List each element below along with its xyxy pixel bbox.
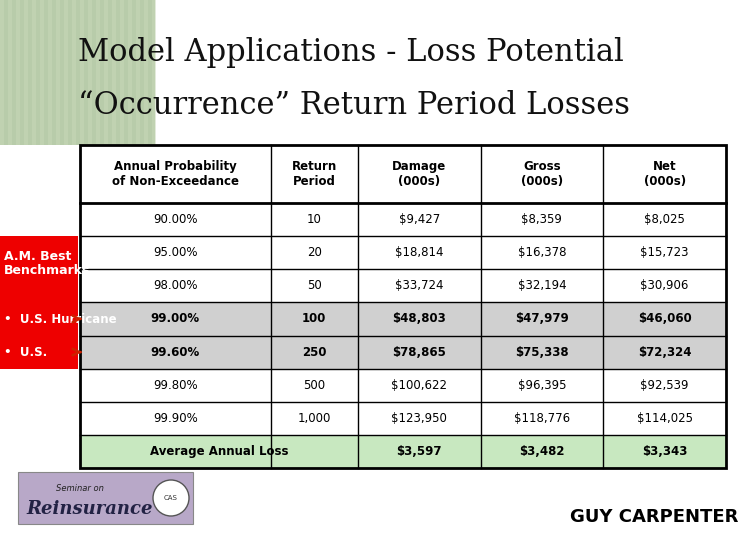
Text: 1,000: 1,000	[298, 412, 331, 425]
Text: 99.00%: 99.00%	[150, 313, 200, 326]
Bar	[80, 269, 726, 302]
Bar	[152, 0, 156, 145]
Text: Damage
(000s): Damage (000s)	[392, 160, 446, 188]
Bar	[0, 0, 4, 145]
Text: 50: 50	[307, 279, 321, 292]
Text: $3,597: $3,597	[396, 445, 442, 458]
Text: $8,359: $8,359	[522, 213, 562, 226]
Text: $118,776: $118,776	[514, 412, 570, 425]
Bar	[80, 435, 726, 468]
Bar	[56, 0, 60, 145]
Text: $15,723: $15,723	[640, 246, 689, 259]
Text: 95.00%: 95.00%	[153, 246, 197, 259]
Text: $3,343: $3,343	[642, 445, 687, 458]
Bar	[80, 369, 726, 402]
Text: $100,622: $100,622	[391, 379, 447, 392]
Bar	[32, 0, 36, 145]
Text: Gross
(000s): Gross (000s)	[521, 160, 563, 188]
Bar	[144, 0, 148, 145]
Text: 500: 500	[303, 379, 325, 392]
Text: 99.80%: 99.80%	[153, 379, 197, 392]
Bar	[0, 0, 155, 145]
Text: $18,814: $18,814	[395, 246, 444, 259]
Text: Seminar on: Seminar on	[56, 484, 104, 493]
Bar	[136, 0, 140, 145]
Text: 10: 10	[307, 213, 321, 226]
Bar	[24, 0, 28, 145]
Text: A.M. Best: A.M. Best	[4, 250, 71, 263]
Text: “Occurrence” Return Period Losses: “Occurrence” Return Period Losses	[78, 90, 630, 120]
Text: Average Annual Loss: Average Annual Loss	[150, 445, 288, 458]
Bar	[120, 0, 124, 145]
Text: Net
(000s): Net (000s)	[643, 160, 686, 188]
Text: $33,724: $33,724	[395, 279, 444, 292]
Text: 99.90%: 99.90%	[153, 412, 197, 425]
Text: $16,378: $16,378	[518, 246, 566, 259]
Bar	[80, 335, 726, 369]
Text: 20: 20	[307, 246, 321, 259]
Text: Return
Period: Return Period	[292, 160, 337, 188]
Text: $30,906: $30,906	[640, 279, 689, 292]
Bar	[72, 0, 76, 145]
Text: $48,803: $48,803	[392, 313, 446, 326]
Bar	[80, 302, 726, 335]
Text: Reinsurance: Reinsurance	[26, 500, 153, 518]
Bar	[48, 0, 52, 145]
Text: GUY CARPENTER: GUY CARPENTER	[569, 508, 738, 526]
Text: $92,539: $92,539	[640, 379, 689, 392]
Bar	[80, 145, 726, 203]
Text: 250: 250	[302, 346, 327, 359]
Circle shape	[153, 480, 189, 516]
Text: $114,025: $114,025	[637, 412, 692, 425]
Bar	[8, 0, 12, 145]
Bar	[64, 0, 68, 145]
Bar	[80, 0, 84, 145]
Text: $32,194: $32,194	[518, 279, 566, 292]
Text: •  U.S.: • U.S.	[4, 346, 47, 359]
Text: Benchmarks: Benchmarks	[4, 264, 91, 277]
Text: $96,395: $96,395	[518, 379, 566, 392]
Bar	[40, 0, 44, 145]
Text: $9,427: $9,427	[398, 213, 440, 226]
Text: 100: 100	[302, 313, 327, 326]
Text: $8,025: $8,025	[644, 213, 685, 226]
Bar	[80, 203, 726, 236]
Bar	[112, 0, 116, 145]
Text: $123,950: $123,950	[391, 412, 447, 425]
Text: Annual Probability
of Non-Exceedance: Annual Probability of Non-Exceedance	[112, 160, 239, 188]
Bar	[104, 0, 108, 145]
Text: $75,338: $75,338	[515, 346, 569, 359]
Text: 99.60%: 99.60%	[150, 346, 200, 359]
Bar	[80, 145, 726, 468]
Bar	[88, 0, 92, 145]
Bar	[0, 236, 78, 369]
Bar	[80, 402, 726, 435]
Text: CAS: CAS	[164, 495, 178, 501]
Bar	[128, 0, 132, 145]
Text: $46,060: $46,060	[638, 313, 692, 326]
Bar	[96, 0, 100, 145]
Bar	[18, 472, 193, 524]
Bar	[16, 0, 20, 145]
Text: Model Applications - Loss Potential: Model Applications - Loss Potential	[78, 37, 624, 68]
Text: $47,979: $47,979	[515, 313, 569, 326]
Text: $3,482: $3,482	[519, 445, 565, 458]
Text: 90.00%: 90.00%	[153, 213, 197, 226]
Text: $78,865: $78,865	[392, 346, 446, 359]
Text: $72,324: $72,324	[638, 346, 692, 359]
Bar	[80, 236, 726, 269]
Text: 98.00%: 98.00%	[153, 279, 197, 292]
Text: •  U.S. Hurricane: • U.S. Hurricane	[4, 313, 116, 326]
